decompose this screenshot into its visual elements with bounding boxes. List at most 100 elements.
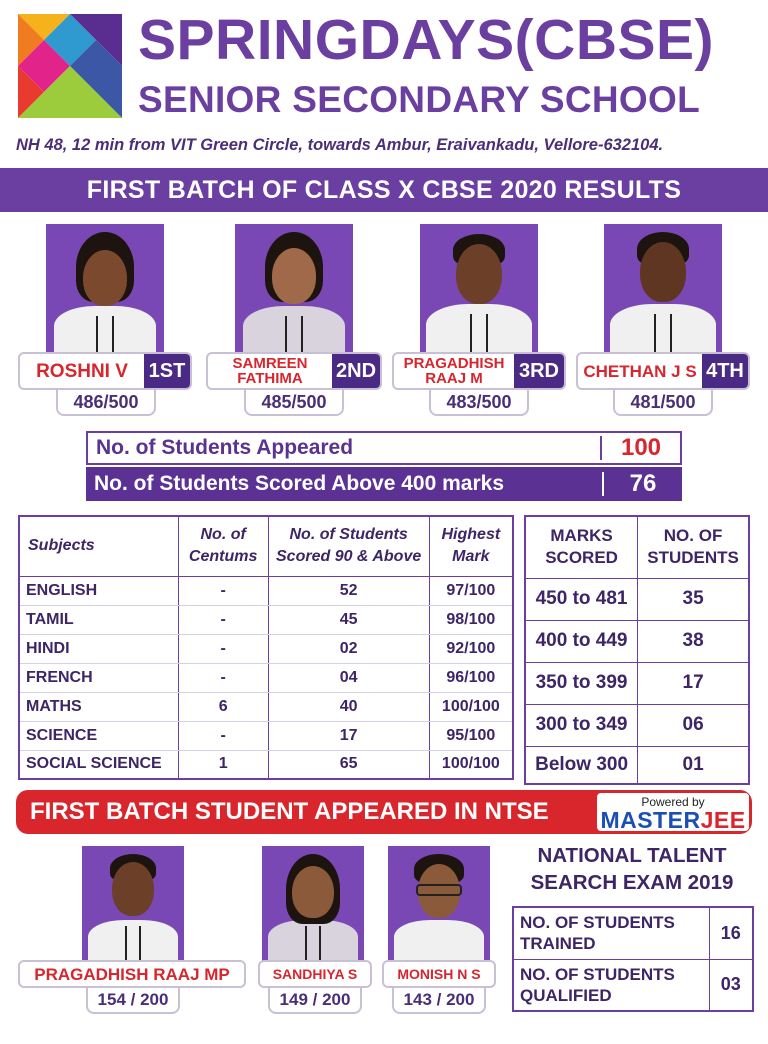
topper-name: SAMREEN FATHIMA [232, 355, 308, 387]
ntse-student-score: 154 / 200 [86, 988, 180, 1014]
topper-rank: 1ST [144, 354, 190, 388]
table-row: 400 to 449 38 [524, 619, 750, 663]
table-cell: 04 [268, 663, 430, 693]
table-cell: SOCIAL SCIENCE [19, 750, 179, 779]
table-cell: 350 to 399 [524, 661, 639, 705]
powered-by-label: Powered by [641, 795, 705, 809]
masterjee-logo: MASTERJEE [597, 807, 749, 833]
column-header: MARKS SCORED [524, 515, 639, 579]
student-photo [46, 224, 164, 356]
table-cell: 06 [637, 703, 750, 747]
table-cell: 17 [637, 661, 750, 705]
subjects-table: Subjects No. of Centums No. of Students … [18, 515, 514, 780]
table-cell: TAMIL [19, 605, 179, 635]
student-photo [235, 224, 353, 356]
stat-label: No. of Students Appeared [96, 436, 354, 459]
topper-name-box: ROSHNI V 1ST [18, 352, 192, 390]
topper-name: CHETHAN J S [583, 361, 697, 381]
ntse-name-box: MONISH N S [382, 960, 496, 988]
table-header-row: MARKS SCORED NO. OF STUDENTS [524, 515, 750, 579]
ntse-heading-line1: NATIONAL TALENT [537, 844, 727, 867]
students-above-400-row: No. of Students Scored Above 400 marks 7… [86, 467, 682, 501]
table-cell: 100/100 [429, 692, 513, 722]
ntse-heading-line2: SEARCH EXAM 2019 [530, 871, 734, 894]
table-row: NO. OF STUDENTS QUALIFIED 03 [512, 958, 754, 1012]
brand-part2: JEE [700, 807, 746, 833]
table-cell: Below 300 [524, 745, 639, 785]
topper-name: PRAGADHISH RAAJ M [403, 355, 505, 387]
topper-name-box: PRAGADHISH RAAJ M 3RD [392, 352, 566, 390]
table-row: ENGLISH - 52 97/100 [19, 576, 513, 606]
topper-score: 483/500 [429, 390, 529, 416]
table-cell: 17 [268, 721, 430, 751]
student-photo [262, 846, 364, 962]
table-row: SOCIAL SCIENCE 1 65 100/100 [19, 750, 513, 779]
table-cell: FRENCH [19, 663, 179, 693]
table-cell: HINDI [19, 634, 179, 664]
topper-rank: 2ND [332, 354, 380, 388]
school-logo [18, 14, 122, 118]
topper-name: ROSHNI V [36, 360, 128, 382]
table-row: 350 to 399 17 [524, 661, 750, 705]
table-cell: 35 [637, 577, 750, 621]
table-cell: - [178, 576, 269, 606]
table-cell: 01 [637, 745, 750, 785]
table-cell: 95/100 [429, 721, 513, 751]
ntse-name-box: PRAGADHISH RAAJ MP [18, 960, 246, 988]
table-cell: NO. OF STUDENTS QUALIFIED [512, 958, 710, 1012]
student-photo [388, 846, 490, 962]
stat-divider [602, 472, 604, 496]
ntse-banner-text: FIRST BATCH STUDENT APPEARED IN NTSE [30, 798, 549, 825]
ntse-heading: NATIONAL TALENT SEARCH EXAM 2019 [510, 842, 754, 896]
ntse-student-name: PRAGADHISH RAAJ MP [34, 964, 230, 984]
table-cell: 96/100 [429, 663, 513, 693]
table-row: 300 to 349 06 [524, 703, 750, 747]
topper-score: 481/500 [613, 390, 713, 416]
table-cell: 98/100 [429, 605, 513, 635]
column-header: Subjects [19, 516, 179, 577]
table-cell: 100/100 [441, 755, 500, 773]
table-cell: 400 to 449 [524, 619, 639, 663]
column-header: Highest Mark [429, 516, 513, 577]
students-appeared-row: No. of Students Appeared 100 [86, 431, 682, 465]
table-row: HINDI - 02 92/100 [19, 634, 513, 664]
table-cell: 97/100 [429, 576, 513, 606]
ntse-name-box: SANDHIYA S [258, 960, 372, 988]
table-cell: 38 [637, 619, 750, 663]
marks-distribution-table: MARKS SCORED NO. OF STUDENTS 450 to 481 … [524, 515, 750, 785]
ntse-student-score: 143 / 200 [392, 988, 486, 1014]
stat-value: 76 [629, 470, 657, 497]
school-subtitle: SENIOR SECONDARY SCHOOL [138, 79, 700, 120]
topper-rank: 3RD [514, 354, 564, 388]
table-cell: 52 [268, 576, 430, 606]
table-cell: ENGLISH [19, 576, 179, 606]
topper-name-box: SAMREEN FATHIMA 2ND [206, 352, 382, 390]
ntse-student-name: SANDHIYA S [272, 965, 358, 982]
stat-label: No. of Students Scored Above 400 marks [94, 472, 505, 495]
table-cell: 65 [268, 750, 430, 779]
ntse-stats-table: NO. OF STUDENTS TRAINED 16 NO. OF STUDEN… [512, 906, 754, 1012]
table-cell: SCIENCE [19, 721, 179, 751]
stat-value: 100 [620, 434, 662, 461]
table-cell: 40 [268, 692, 430, 722]
school-address: NH 48, 12 min from VIT Green Circle, tow… [16, 136, 664, 154]
table-cell: - [178, 663, 269, 693]
table-row: 450 to 481 35 [524, 577, 750, 621]
table-row: NO. OF STUDENTS TRAINED 16 [512, 906, 754, 960]
column-header: No. of Centums [178, 516, 269, 577]
column-header: NO. OF STUDENTS [637, 515, 750, 579]
student-photo [420, 224, 538, 356]
table-cell: NO. OF STUDENTS TRAINED [512, 906, 710, 960]
topper-score: 485/500 [244, 390, 344, 416]
brand-part1: MASTER [600, 807, 701, 833]
table-cell: 1 [178, 750, 269, 779]
table-row: Below 300 01 [524, 745, 750, 785]
column-header: No. of Students Scored 90 & Above [268, 516, 430, 577]
topper-score: 486/500 [56, 390, 156, 416]
results-banner: FIRST BATCH OF CLASS X CBSE 2020 RESULTS [0, 168, 768, 212]
ntse-student-score: 149 / 200 [268, 988, 362, 1014]
table-cell: 02 [268, 634, 430, 664]
table-row: FRENCH - 04 96/100 [19, 663, 513, 693]
table-cell: 45 [268, 605, 430, 635]
table-header-row: Subjects No. of Centums No. of Students … [19, 516, 513, 577]
